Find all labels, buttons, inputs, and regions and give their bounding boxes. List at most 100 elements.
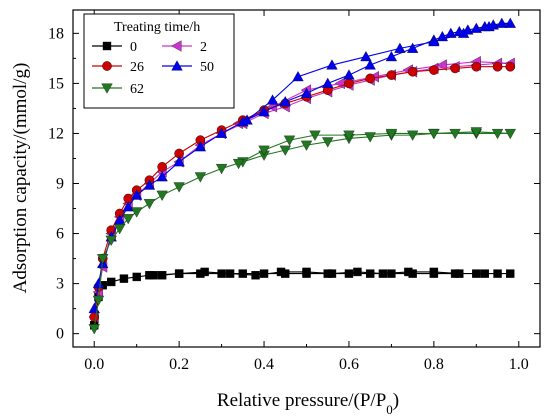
series-0 bbox=[90, 267, 515, 330]
x-axis-title: Relative pressure/(P/P0) bbox=[217, 390, 399, 417]
data-point-62 bbox=[470, 127, 482, 138]
data-point-62 bbox=[232, 159, 245, 170]
data-point-62 bbox=[97, 254, 109, 265]
data-point-62 bbox=[215, 164, 228, 175]
plot-marks bbox=[88, 17, 516, 335]
data-point-62 bbox=[279, 145, 291, 156]
data-point-62 bbox=[258, 145, 270, 156]
legend-label: 0 bbox=[130, 40, 137, 55]
data-point-50 bbox=[470, 22, 482, 33]
data-point-0 bbox=[506, 269, 515, 278]
data-point-26 bbox=[450, 63, 460, 74]
data-point-50 bbox=[326, 59, 338, 70]
data-point-0 bbox=[455, 269, 464, 278]
data-point-0 bbox=[493, 269, 502, 278]
data-point-62 bbox=[105, 235, 117, 246]
data-point-50 bbox=[457, 27, 470, 38]
data-point-0 bbox=[344, 269, 354, 278]
data-point-62 bbox=[491, 128, 504, 140]
data-point-62 bbox=[385, 128, 398, 140]
data-point-50 bbox=[131, 189, 143, 200]
data-point-26 bbox=[157, 162, 167, 172]
data-point-26 bbox=[492, 61, 503, 72]
legend-marker-2 bbox=[171, 40, 182, 52]
data-point-50 bbox=[300, 87, 313, 98]
data-point-62 bbox=[173, 182, 185, 193]
legend-marker-26 bbox=[102, 61, 112, 71]
data-point-50 bbox=[292, 71, 304, 82]
tick-labels: 0.0 0.2 0.4 0.6 0.8 1.0 0 3 6 9 12 15 18 bbox=[48, 25, 529, 373]
data-point-2 bbox=[436, 59, 447, 71]
data-point-0 bbox=[132, 272, 141, 282]
legend-entries: 0 2 26 50 62 bbox=[92, 40, 214, 97]
y-axis-title: Adsorption capacity/(mmol/g) bbox=[10, 63, 31, 294]
data-point-62 bbox=[449, 128, 461, 140]
y-tick-label: 6 bbox=[56, 226, 64, 243]
data-point-26 bbox=[365, 73, 375, 84]
legend-label: 26 bbox=[130, 60, 144, 75]
data-point-50 bbox=[385, 51, 398, 62]
legend: Treating time/h 0 2 26 50 62 bbox=[83, 13, 235, 109]
series-line-0 bbox=[93, 271, 511, 326]
x-tick-label: 0.6 bbox=[339, 356, 359, 373]
data-point-62 bbox=[131, 207, 143, 218]
data-point-0 bbox=[302, 267, 311, 277]
data-point-50 bbox=[241, 114, 253, 125]
data-point-62 bbox=[322, 137, 334, 148]
data-point-0 bbox=[217, 269, 226, 278]
legend-box bbox=[83, 13, 235, 109]
data-point-0 bbox=[353, 267, 362, 277]
data-point-0 bbox=[276, 267, 286, 277]
data-point-62 bbox=[122, 214, 134, 225]
data-point-62 bbox=[504, 128, 516, 140]
x-tick-label: 0.0 bbox=[84, 356, 104, 373]
data-point-50 bbox=[143, 179, 156, 190]
data-point-0 bbox=[480, 269, 490, 278]
data-point-0 bbox=[174, 269, 184, 278]
data-point-0 bbox=[472, 269, 481, 278]
data-point-50 bbox=[428, 35, 440, 47]
data-point-62 bbox=[309, 130, 321, 141]
data-point-26 bbox=[386, 70, 397, 80]
data-point-62 bbox=[114, 224, 126, 235]
y-tick-label: 0 bbox=[56, 326, 64, 343]
data-point-0 bbox=[251, 271, 260, 280]
legend-entry-50: 50 bbox=[162, 60, 214, 75]
x-tick-label: 1.0 bbox=[509, 356, 529, 373]
y-tick-label: 9 bbox=[56, 176, 64, 193]
legend-entry-0: 0 bbox=[92, 40, 137, 55]
data-point-62 bbox=[343, 130, 355, 141]
data-point-50 bbox=[322, 77, 334, 88]
series-line-62 bbox=[93, 131, 511, 329]
x-tick-label: 0.4 bbox=[254, 356, 274, 373]
legend-marker-62 bbox=[101, 83, 113, 94]
data-point-50 bbox=[122, 201, 134, 212]
data-point-50 bbox=[279, 96, 291, 107]
data-point-50 bbox=[436, 30, 449, 42]
legend-label: 2 bbox=[200, 40, 207, 55]
legend-label: 62 bbox=[130, 82, 144, 97]
data-point-62 bbox=[406, 130, 419, 141]
data-point-50 bbox=[194, 141, 207, 152]
data-point-62 bbox=[364, 132, 376, 143]
legend-title: Treating time/h bbox=[114, 20, 200, 35]
data-point-0 bbox=[200, 267, 209, 277]
data-point-50 bbox=[496, 17, 508, 28]
data-point-62 bbox=[300, 140, 313, 151]
data-point-26 bbox=[89, 312, 100, 322]
data-point-50 bbox=[360, 51, 372, 62]
data-point-26 bbox=[407, 66, 418, 77]
data-point-0 bbox=[149, 271, 158, 280]
data-point-62 bbox=[92, 295, 105, 306]
data-point-0 bbox=[259, 269, 269, 278]
legend-entry-2: 2 bbox=[162, 40, 207, 55]
data-point-50 bbox=[445, 27, 457, 38]
series-50 bbox=[88, 17, 516, 314]
data-point-50 bbox=[173, 156, 185, 167]
data-point-26 bbox=[344, 78, 354, 89]
data-point-0 bbox=[404, 267, 413, 277]
legend-entry-26: 26 bbox=[92, 60, 144, 75]
y-tick-label: 18 bbox=[48, 25, 64, 42]
data-point-50 bbox=[483, 20, 495, 32]
